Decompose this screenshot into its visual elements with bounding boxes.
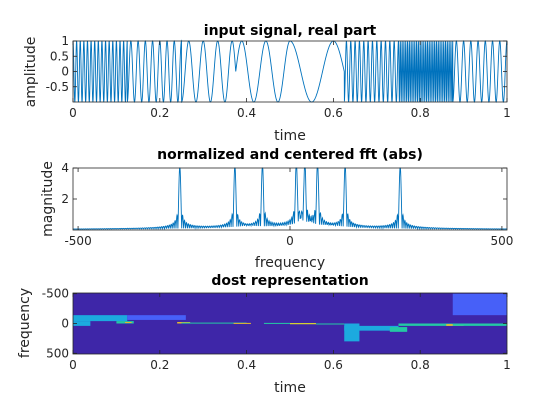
x-tick-label: 1 [503, 358, 511, 372]
y-tick-label: 0 [61, 317, 69, 331]
dost-cell [125, 322, 132, 324]
y-tick-label: 0.5 [50, 49, 69, 63]
signal-xlabel: time [274, 128, 306, 144]
fft-ylabel: magnitude [40, 161, 56, 237]
dost-cell [316, 323, 345, 325]
dost-cell [233, 322, 251, 324]
x-tick-label: 0.6 [324, 106, 343, 120]
x-tick-label: 0.2 [150, 358, 169, 372]
dost-ylabel: frequency [17, 288, 33, 358]
dost-cell [344, 325, 399, 331]
signal-ticks: 0 0.2 0.4 0.6 0.8 110.50-0.5 [46, 34, 511, 120]
fft-ticks: -500 0 500 4 2 [61, 161, 513, 248]
y-tick-label: 2 [61, 192, 69, 206]
x-tick-label: 0 [286, 234, 294, 248]
dost-cell [73, 315, 128, 322]
x-tick-label: 0.8 [411, 106, 430, 120]
dost-cell [290, 323, 317, 325]
dost-cell [452, 293, 507, 316]
x-tick-label: 0 [69, 358, 77, 372]
signal-title: input signal, real part [204, 23, 377, 39]
fft-panel: -500 0 500 4 2 normalized and centered fft (… [40, 147, 513, 271]
dost-heatmap [73, 293, 507, 342]
y-tick-label: 1 [61, 34, 69, 48]
dost-title: dost representation [211, 273, 368, 289]
y-tick-label: 4 [61, 161, 69, 175]
dost-cell [263, 322, 290, 324]
fft-xlabel: frequency [255, 255, 325, 271]
x-tick-label: 0.6 [324, 358, 343, 372]
dost-cell [398, 323, 453, 326]
dost-cell [452, 323, 507, 326]
x-tick-label: 0.4 [237, 358, 256, 372]
x-tick-label: 0.2 [150, 106, 169, 120]
dost-cell [73, 321, 91, 326]
y-tick-label: 500 [46, 346, 69, 360]
dost-cell [389, 327, 408, 332]
y-tick-label: -500 [42, 287, 69, 301]
x-tick-label: 0.4 [237, 106, 256, 120]
x-tick-label: 500 [490, 234, 513, 248]
x-tick-label: -500 [64, 234, 91, 248]
y-tick-label: -0.5 [46, 80, 69, 94]
fft-title: normalized and centered fft (abs) [157, 147, 423, 163]
dost-cell [181, 322, 247, 324]
x-tick-label: 0 [69, 106, 77, 120]
y-tick-label: 0 [61, 65, 69, 79]
dost-cell [127, 315, 186, 320]
signal-panel: 0 0.2 0.4 0.6 0.8 110.50-0.5 input signal, re… [23, 23, 511, 144]
fft-line [72, 167, 508, 231]
dost-xlabel: time [274, 380, 306, 396]
signal-ylabel: amplitude [23, 37, 39, 108]
x-tick-label: 1 [503, 106, 511, 120]
x-tick-label: 0.8 [411, 358, 430, 372]
